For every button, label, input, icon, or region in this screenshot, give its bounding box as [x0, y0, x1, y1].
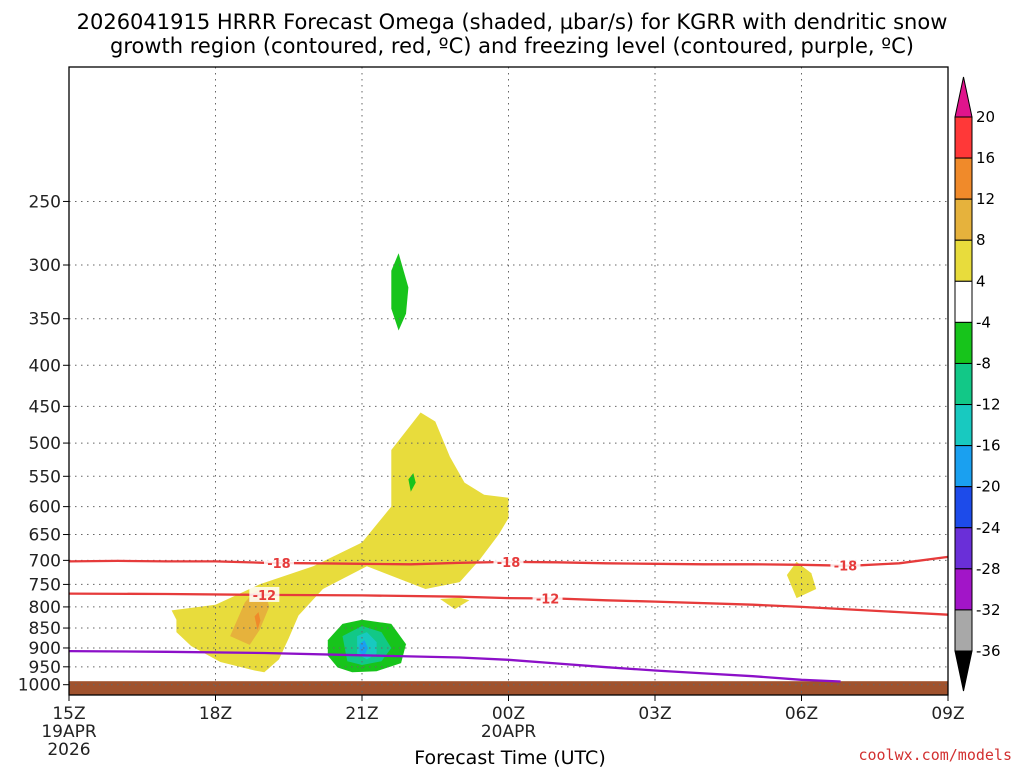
- colorbar-tick-label: 8: [976, 231, 986, 249]
- chart-title-line2: growth region (contoured, red, ºC) and f…: [110, 34, 914, 58]
- y-tick-label: 400: [29, 356, 61, 376]
- ground-surface: [69, 681, 948, 695]
- x-tick-label: 03Z: [638, 704, 671, 724]
- colorbar-swatch: [954, 116, 973, 159]
- y-tick-label: 900: [29, 639, 61, 659]
- contour-line: [68, 592, 949, 616]
- colorbar-swatch: [954, 198, 973, 241]
- y-tick-label: 800: [29, 598, 61, 618]
- y-tick-label: 700: [29, 551, 61, 571]
- y-tick-label: 550: [29, 467, 61, 487]
- colorbar-tick-label: 20: [976, 108, 995, 126]
- colorbar-swatch: [954, 362, 973, 406]
- x-axis-label: Forecast Time (UTC): [414, 747, 605, 768]
- omega-shaded-region: [391, 253, 409, 331]
- y-tick-label: 650: [29, 526, 61, 546]
- y-tick-label: 1000: [18, 676, 61, 696]
- x-tick-sublabel: 20APR: [481, 722, 537, 742]
- omega-shaded-region: [786, 561, 817, 599]
- contour-label-bg: [263, 554, 294, 570]
- colorbar-tick-label: -16: [976, 437, 1001, 455]
- contour-label-bg: [493, 553, 524, 569]
- credit-text: coolwx.com/models: [858, 746, 1012, 764]
- contour-label-bg: [830, 557, 861, 573]
- x-tick-sublabel: 19APR: [41, 722, 97, 742]
- y-tick-label: 600: [29, 498, 61, 518]
- contour-label: -12: [253, 589, 277, 604]
- contour-label: -18: [267, 557, 291, 572]
- colorbar-tick-label: -20: [976, 478, 1001, 496]
- colorbar-tick-label: -4: [976, 313, 991, 331]
- omega-shaded-region: [440, 597, 470, 610]
- colorbar: 20 16 12 8 4 -4 -8 -12 -16 -20 -24 -28 -32 -36: [954, 76, 1001, 692]
- colorbar-tick-label: 12: [976, 190, 995, 208]
- y-tick-label: 300: [29, 256, 61, 276]
- colorbar-tick-label: -32: [976, 601, 1001, 619]
- colorbar-tick-label: -12: [976, 396, 1001, 414]
- x-tick-label: 00Z: [492, 704, 525, 724]
- contour-label: -18: [834, 560, 858, 575]
- y-tick-label: 500: [29, 434, 61, 454]
- contour-label: -12: [536, 592, 560, 607]
- colorbar-swatch: [954, 157, 973, 200]
- plot-area: -18 -18 -18 -12 -12 250 300 350 400 450 500 550 600 6…: [18, 66, 965, 760]
- colorbar-swatch: [954, 527, 973, 570]
- colorbar-top-arrow: [954, 76, 973, 118]
- colorbar-tick-label: -28: [976, 560, 1001, 578]
- plot-frame: [68, 66, 949, 696]
- x-tick-label: 06Z: [785, 704, 818, 724]
- x-tick-label: 21Z: [345, 704, 378, 724]
- omega-shaded-region: [254, 612, 261, 631]
- colorbar-tick-label: -8: [976, 354, 991, 372]
- y-tick-label: 850: [29, 619, 61, 639]
- x-tick-sublabel: 2026: [47, 740, 90, 760]
- colorbar-tick-label: -36: [976, 642, 1001, 660]
- y-tick-label: 450: [29, 397, 61, 417]
- y-tick-label: 950: [29, 658, 61, 678]
- colorbar-tick-label: -24: [976, 519, 1001, 537]
- contour-line: [68, 649, 841, 683]
- colorbar-swatch: [954, 568, 973, 611]
- colorbar-bottom-arrow: [954, 650, 973, 692]
- colorbar-tick-label: 4: [976, 272, 986, 290]
- y-tick-label: 250: [29, 192, 61, 212]
- colorbar-swatch: [954, 609, 973, 652]
- colorbar-swatch: [954, 321, 973, 364]
- contour-label: -18: [497, 556, 521, 571]
- x-tick-label: 09Z: [931, 704, 964, 724]
- chart-title-line1: 2026041915 HRRR Forecast Omega (shaded, …: [77, 10, 948, 34]
- omega-shaded-region: [230, 589, 270, 645]
- colorbar-swatch: [954, 486, 973, 529]
- colorbar-swatch: [954, 239, 973, 282]
- x-tick-label: 15Z: [52, 704, 85, 724]
- colorbar-tick-label: 16: [976, 149, 995, 167]
- contour-label-bg: [532, 590, 563, 606]
- colorbar-swatch: [954, 280, 973, 323]
- colorbar-swatch: [954, 445, 973, 488]
- x-tick-label: 18Z: [199, 704, 232, 724]
- colorbar-swatch: [954, 404, 973, 447]
- y-tick-label: 750: [29, 575, 61, 595]
- y-tick-label: 350: [29, 310, 61, 330]
- contour-label-bg: [249, 586, 280, 602]
- omega-shaded-region: [408, 473, 416, 492]
